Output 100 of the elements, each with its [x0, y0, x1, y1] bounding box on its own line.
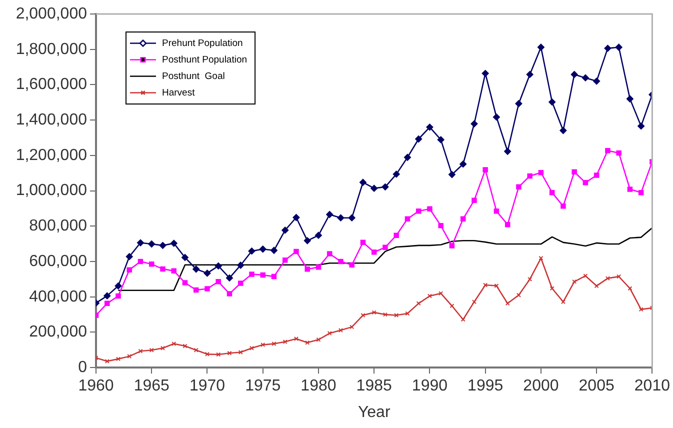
point: [360, 240, 366, 246]
point: [482, 167, 488, 172]
point: [204, 270, 211, 277]
point: [294, 248, 299, 254]
point: [638, 307, 644, 312]
point: [114, 282, 122, 290]
point: [214, 262, 222, 270]
y-tick-label: 800,000: [29, 218, 88, 235]
point: [405, 311, 410, 316]
point: [292, 214, 300, 221]
point: [371, 250, 377, 255]
point: [616, 150, 622, 156]
point: [193, 287, 199, 293]
point: [316, 264, 322, 270]
point: [238, 280, 244, 286]
point: [182, 344, 188, 348]
point: [605, 148, 610, 154]
point: [160, 346, 166, 350]
point: [560, 300, 566, 304]
point: [572, 169, 577, 175]
point: [450, 304, 454, 308]
point: [627, 186, 633, 192]
point: [460, 160, 467, 168]
point: [460, 216, 466, 222]
point: [360, 313, 366, 318]
point: [628, 286, 632, 291]
point: [593, 78, 600, 85]
point: [483, 282, 488, 288]
point: [372, 310, 376, 315]
point: [394, 232, 399, 238]
y-tick-label: 1,200,000: [16, 146, 88, 164]
x-tick-label: 2010: [634, 378, 670, 395]
point: [572, 279, 577, 284]
legend-label: Harvest: [162, 87, 196, 98]
point: [126, 267, 132, 272]
point: [104, 358, 110, 364]
point: [582, 74, 589, 82]
point: [494, 208, 500, 214]
point: [294, 336, 298, 342]
point: [394, 313, 399, 318]
point: [272, 341, 276, 346]
point: [204, 286, 210, 292]
point: [248, 248, 256, 255]
point: [437, 136, 444, 144]
point: [359, 178, 366, 186]
point: [182, 280, 188, 286]
point: [227, 350, 232, 356]
point: [138, 348, 143, 354]
point: [259, 246, 266, 253]
point: [626, 95, 634, 102]
y-tick-label: 1,400,000: [16, 111, 88, 128]
point: [104, 292, 111, 300]
point: [238, 350, 243, 354]
point: [170, 240, 178, 247]
point: [338, 258, 344, 264]
x-tick-label: 1980: [300, 378, 336, 395]
point: [314, 232, 322, 239]
point: [282, 226, 289, 234]
point: [482, 70, 489, 77]
point: [494, 283, 499, 288]
point: [449, 243, 455, 248]
point: [327, 331, 332, 336]
point: [472, 300, 476, 304]
point: [638, 122, 645, 130]
point: [427, 206, 432, 212]
point: [416, 301, 421, 306]
point: [116, 293, 121, 299]
point: [427, 294, 432, 298]
point: [415, 136, 422, 142]
point: [470, 120, 478, 128]
point: [594, 284, 599, 288]
point: [138, 258, 144, 264]
point: [382, 312, 388, 317]
point: [382, 244, 388, 250]
point: [583, 274, 588, 278]
y-tick-label: 2,000,000: [16, 5, 88, 22]
point: [404, 216, 410, 222]
point: [392, 170, 400, 178]
point: [282, 257, 288, 263]
point: [337, 214, 344, 222]
point: [570, 70, 578, 78]
x-axis-title: Year: [358, 404, 391, 421]
point: [438, 223, 444, 228]
point: [316, 337, 321, 342]
point: [515, 100, 522, 108]
point: [560, 127, 567, 134]
y-tick-label: 200,000: [29, 324, 88, 341]
point: [260, 272, 266, 278]
point: [382, 183, 389, 190]
point: [260, 342, 266, 348]
point: [504, 222, 510, 228]
point: [349, 262, 354, 268]
x-tick-label: 1975: [245, 378, 281, 395]
point: [492, 114, 500, 121]
point: [304, 266, 310, 272]
x-tick-label: 2005: [578, 378, 614, 395]
point: [350, 324, 354, 330]
point: [204, 352, 210, 356]
point: [504, 148, 512, 155]
point: [181, 254, 188, 261]
